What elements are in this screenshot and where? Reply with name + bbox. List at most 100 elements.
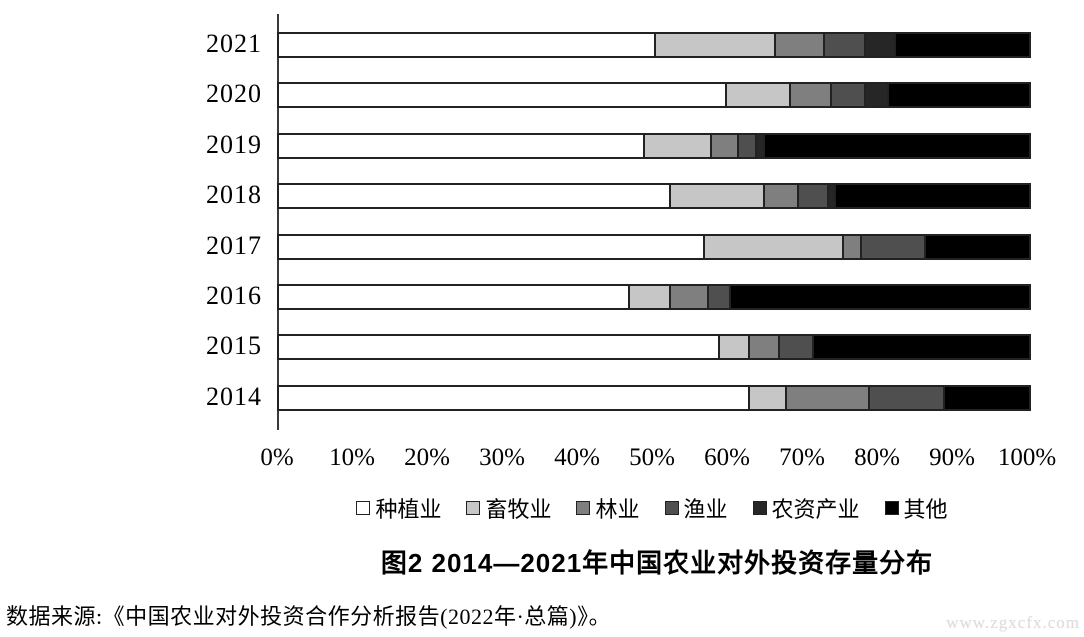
x-tick-label-30: 30%: [479, 444, 525, 471]
x-tick-label-0: 0%: [260, 444, 294, 471]
legend-swatch-icon: [356, 501, 371, 515]
legend-swatch-icon: [884, 501, 899, 515]
bar-segment-林业: [774, 34, 823, 56]
y-axis-label-2017: 2017: [206, 230, 262, 260]
stacked-bar-2017: [277, 233, 1031, 260]
bar-segment-林业: [762, 185, 797, 208]
legend-label: 农资产业: [771, 497, 860, 522]
legend-item-其他: 其他: [884, 492, 948, 524]
bar-segment-农资产业: [826, 185, 834, 208]
legend-swatch-icon: [664, 501, 679, 515]
bar-segment-农资产业: [864, 34, 894, 56]
x-tick-label-90: 90%: [929, 444, 975, 471]
legend-label: 林业: [595, 497, 640, 522]
bar-segment-渔业: [830, 84, 864, 107]
legend-swatch-icon: [752, 501, 767, 515]
y-axis-label-2021: 2021: [206, 29, 262, 58]
legend-swatch-icon: [466, 501, 481, 515]
bar-segment-其他: [942, 386, 1029, 409]
legend-label: 种植业: [375, 497, 442, 522]
bar-segment-其他: [924, 235, 1029, 258]
bar-segment-其他: [886, 84, 1029, 107]
bar-segment-渔业: [822, 34, 864, 56]
y-axis-label-2020: 2020: [206, 79, 262, 109]
bar-segment-畜牧业: [725, 84, 789, 107]
bar-segment-畜牧业: [702, 235, 842, 258]
bar-segment-种植业: [279, 185, 669, 208]
bar-segment-其他: [729, 286, 1029, 308]
x-tick-label-50: 50%: [629, 444, 675, 471]
stacked-bar-2014: [277, 384, 1031, 411]
bar-segment-种植业: [279, 386, 748, 409]
stacked-bar-2020: [277, 82, 1031, 109]
bar-segment-林业: [669, 286, 707, 308]
x-tick-label-80: 80%: [854, 444, 900, 471]
bar-segment-其他: [894, 34, 1029, 56]
bar-row-2018: 2018: [0, 180, 1084, 210]
bar-segment-畜牧业: [627, 286, 669, 308]
bar-segment-林业: [747, 336, 778, 359]
legend-label: 渔业: [683, 497, 728, 522]
x-tick-label-10: 10%: [329, 444, 375, 471]
y-axis-label-2014: 2014: [206, 381, 262, 411]
watermark-text: www.zgxcfx.com: [946, 613, 1080, 632]
bar-segment-畜牧业: [654, 34, 774, 56]
y-axis-label-2018: 2018: [206, 180, 262, 210]
bar-segment-渔业: [796, 185, 827, 208]
stacked-bar-2015: [277, 334, 1031, 361]
bar-row-2015: 2015: [0, 331, 1084, 361]
bar-segment-种植业: [279, 134, 643, 157]
bar-segment-渔业: [867, 386, 943, 409]
bar-segment-渔业: [706, 286, 729, 308]
legend-item-农资产业: 农资产业: [752, 492, 860, 524]
bar-segment-农资产业: [864, 84, 887, 107]
legend-item-渔业: 渔业: [664, 492, 728, 524]
legend-item-林业: 林业: [576, 492, 640, 524]
bar-segment-农资产业: [755, 134, 763, 157]
legend-label: 畜牧业: [485, 497, 552, 522]
x-tick-label-40: 40%: [554, 444, 600, 471]
bar-segment-畜牧业: [642, 134, 711, 157]
data-source-note: 数据来源:《中国农业对外投资合作分析报告(2022年·总篇)》。: [6, 604, 612, 629]
bar-segment-畜牧业: [669, 185, 763, 208]
bar-segment-林业: [785, 386, 868, 409]
bar-segment-林业: [789, 84, 831, 107]
bar-segment-林业: [841, 235, 861, 258]
bar-segment-其他: [834, 185, 1029, 208]
bar-segment-其他: [811, 336, 1029, 359]
stacked-bar-2018: [277, 183, 1031, 210]
stacked-bar-2021: [277, 32, 1031, 58]
bar-row-2019: 2019: [0, 129, 1084, 159]
bar-segment-种植业: [279, 336, 718, 359]
bar-segment-渔业: [860, 235, 924, 258]
legend-label: 其他: [903, 497, 948, 522]
figure-caption: 图2 2014—2021年中国农业对外投资存量分布: [380, 548, 934, 578]
bar-segment-种植业: [279, 286, 628, 308]
bar-segment-渔业: [736, 134, 756, 157]
bar-segment-渔业: [777, 336, 812, 359]
y-axis-label-2015: 2015: [206, 331, 262, 361]
bar-segment-其他: [762, 134, 1029, 157]
bar-row-2020: 2020: [0, 79, 1084, 109]
bar-segment-林业: [710, 134, 737, 157]
chart-legend: 种植业 畜牧业 林业 渔业 农资产业 其他: [277, 492, 1027, 524]
x-tick-label-70: 70%: [779, 444, 825, 471]
bar-segment-畜牧业: [747, 386, 786, 409]
legend-item-畜牧业: 畜牧业: [466, 492, 551, 524]
bar-segment-畜牧业: [717, 336, 748, 359]
bar-row-2016: 2016: [0, 281, 1084, 310]
y-axis-label-2016: 2016: [206, 281, 262, 310]
bar-segment-种植业: [279, 235, 703, 258]
y-axis-line: [277, 14, 279, 430]
bar-row-2021: 2021: [0, 29, 1084, 58]
stacked-bar-2019: [277, 132, 1031, 159]
bar-segment-种植业: [279, 84, 726, 107]
bar-row-2014: 2014: [0, 381, 1084, 411]
legend-swatch-icon: [576, 501, 591, 515]
legend-item-种植业: 种植业: [356, 492, 441, 524]
bar-row-2017: 2017: [0, 230, 1084, 260]
x-tick-label-20: 20%: [404, 444, 450, 471]
y-axis-label-2019: 2019: [206, 129, 262, 159]
